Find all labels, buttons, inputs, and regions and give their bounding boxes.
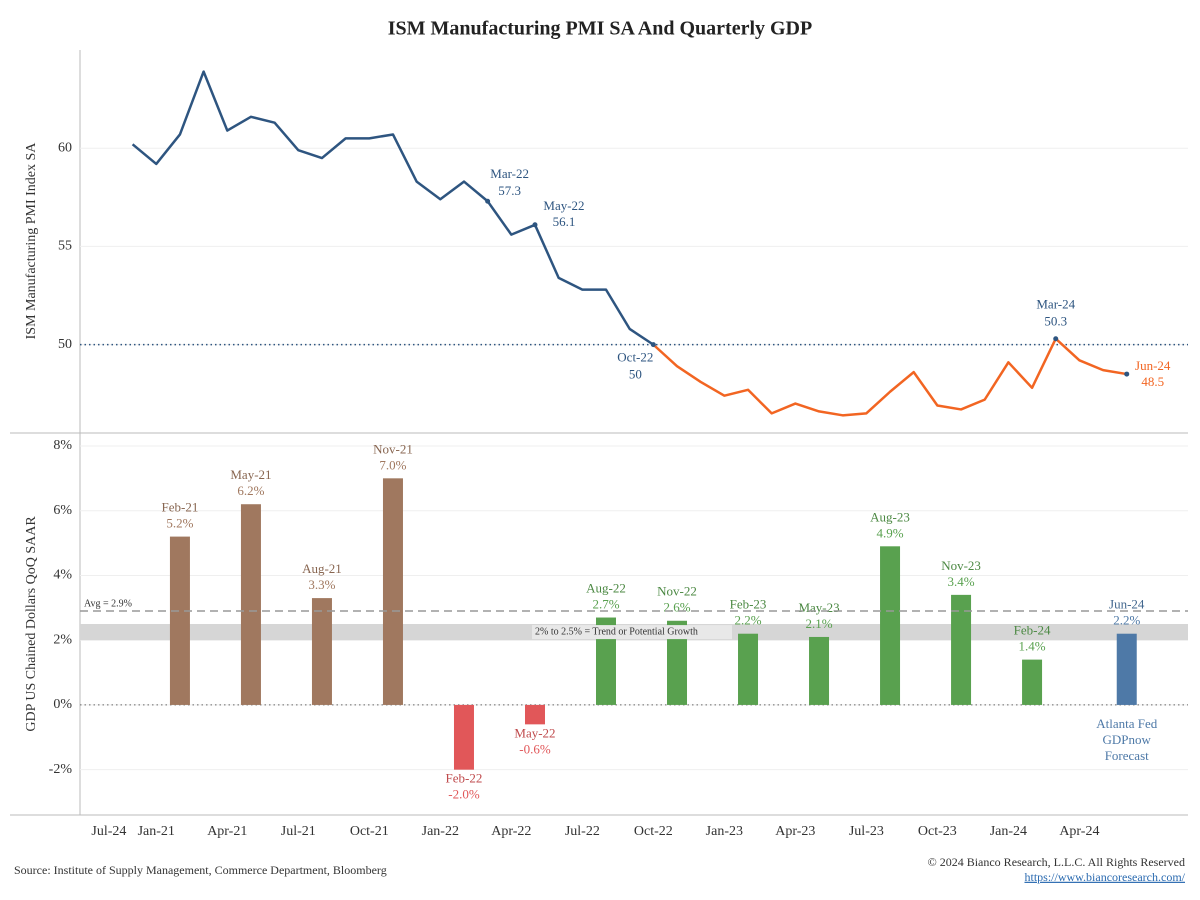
bar (1116, 633, 1137, 705)
annotation-value: 50.3 (1044, 314, 1067, 329)
x-tick-label: Apr-23 (775, 824, 815, 839)
bar-date: Aug-21 (302, 561, 342, 576)
annotation-point (485, 198, 491, 204)
annotation-date: Mar-24 (1036, 297, 1075, 312)
x-tick-label: Apr-24 (1059, 824, 1099, 839)
bar (453, 704, 474, 770)
annotation-value: 50 (629, 367, 642, 382)
bar-value-label: 7.0% (379, 457, 406, 472)
y-tick-label: 4% (53, 568, 72, 583)
bar-value-label: -0.6% (519, 741, 551, 756)
x-tick-label: Oct-21 (350, 824, 389, 839)
x-tick-label: Oct-23 (918, 824, 957, 839)
bar-value-label: 1.4% (1019, 639, 1046, 654)
bar-date: Feb-22 (446, 771, 483, 786)
bar (596, 617, 616, 705)
forecast-note: GDPnow (1103, 732, 1152, 747)
y-tick-label: 50 (58, 337, 72, 352)
annotation-date: Oct-22 (617, 350, 653, 365)
bar (809, 636, 830, 705)
bar (667, 620, 688, 705)
y-tick-label: 55 (58, 239, 72, 254)
y-tick-label: 60 (58, 140, 72, 155)
bar-date: May-21 (230, 467, 271, 482)
x-tick-label: Jan-24 (990, 824, 1027, 839)
line-series (131, 70, 655, 346)
y-tick-label: 6% (53, 503, 72, 518)
bar-value-label: 2.7% (592, 597, 619, 612)
x-tick-label: Jul-21 (281, 824, 316, 839)
bar (951, 594, 972, 705)
x-tick-label: Apr-21 (207, 824, 247, 839)
bar (524, 704, 545, 725)
annotation-value: 57.3 (498, 183, 521, 198)
bar-date: May-23 (798, 600, 839, 615)
line-series (652, 337, 1127, 417)
bar (311, 598, 332, 705)
bar-value-label: 2.2% (1113, 613, 1140, 628)
band-label-bg (532, 625, 732, 640)
x-tick-label: Jan-23 (706, 824, 743, 839)
bar-value-label: 4.9% (876, 525, 903, 540)
bar-date: Feb-23 (730, 597, 767, 612)
bar-value-label: 6.2% (237, 483, 264, 498)
forecast-note: Forecast (1105, 748, 1149, 763)
x-tick-label: Jul-23 (849, 824, 884, 839)
x-tick-label: Jul-24 (91, 824, 126, 839)
chart-title: ISM Manufacturing PMI SA And Quarterly G… (388, 18, 812, 40)
bar-value-label: 3.4% (948, 574, 975, 589)
annotation-point (1053, 336, 1059, 342)
bar-date: Aug-23 (870, 509, 910, 524)
bar-value-label: 5.2% (166, 516, 193, 531)
bar-date: Jun-24 (1109, 597, 1145, 612)
bar-value-label: 3.3% (308, 577, 335, 592)
url[interactable]: https://www.biancoresearch.com/ (1024, 870, 1185, 884)
y-axis-title: ISM Manufacturing PMI Index SA (24, 142, 39, 340)
annotation-date: Jun-24 (1135, 358, 1171, 373)
bar-date: May-22 (514, 725, 555, 740)
y-tick-label: 8% (53, 438, 72, 453)
bar (382, 478, 403, 705)
x-tick-label: Apr-22 (491, 824, 531, 839)
y-tick-label: 2% (53, 632, 72, 647)
annotation-date: May-22 (543, 198, 584, 213)
bar-value-label: 2.6% (663, 600, 690, 615)
y-axis-title: GDP US Chained Dollars QoQ SAAR (24, 516, 39, 732)
bar-date: Aug-22 (586, 581, 626, 596)
bar-date: Nov-23 (941, 558, 981, 573)
annotation-point (1124, 371, 1130, 377)
y-tick-label: -2% (49, 762, 73, 777)
annotation-value: 48.5 (1141, 374, 1164, 389)
annotation-value: 56.1 (553, 214, 576, 229)
x-tick-label: Oct-22 (634, 824, 673, 839)
annotation-point (650, 342, 656, 348)
bar-value-label: -2.0% (448, 787, 480, 802)
bar (240, 504, 261, 705)
annotation-point (532, 222, 538, 228)
band-label: 2% to 2.5% = Trend or Potential Growth (535, 626, 698, 637)
average-label: Avg = 2.9% (84, 598, 132, 609)
x-tick-label: Jan-22 (422, 824, 459, 839)
copyright: © 2024 Bianco Research, L.L.C. All Right… (928, 855, 1185, 869)
y-tick-label: 0% (53, 697, 72, 712)
bar-date: Nov-21 (373, 441, 413, 456)
bar (880, 546, 901, 705)
bar-value-label: 2.2% (734, 613, 761, 628)
bar-value-label: 2.1% (805, 616, 832, 631)
bar-date: Nov-22 (657, 584, 697, 599)
annotation-date: Mar-22 (490, 166, 529, 181)
source: Source: Institute of Supply Management, … (14, 863, 387, 877)
bar-date: Feb-21 (162, 500, 199, 515)
bar-date: Feb-24 (1014, 623, 1051, 638)
bar (738, 633, 759, 705)
x-tick-label: Jan-21 (138, 824, 175, 839)
bar (1022, 659, 1043, 705)
forecast-note: Atlanta Fed (1096, 716, 1158, 731)
x-tick-label: Jul-22 (565, 824, 600, 839)
bar (169, 536, 190, 705)
